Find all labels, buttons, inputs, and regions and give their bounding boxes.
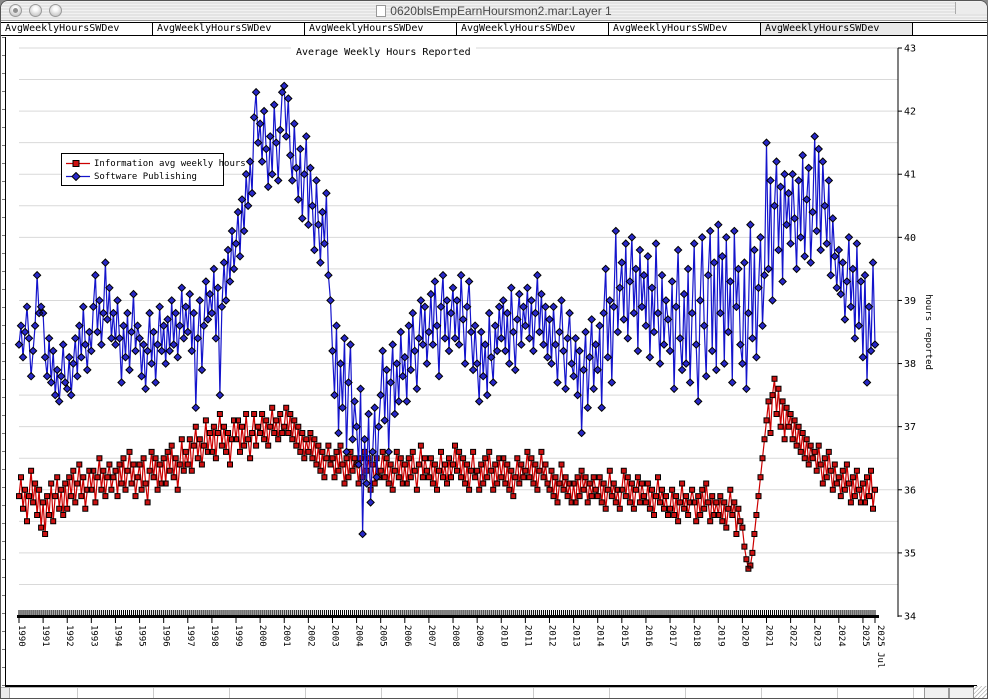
svg-text:2020: 2020 bbox=[739, 625, 749, 647]
svg-text:1993: 1993 bbox=[88, 625, 98, 647]
document-icon bbox=[376, 5, 387, 17]
svg-text:2000: 2000 bbox=[257, 625, 267, 647]
tab-avgweeklyhours-1[interactable]: AvgWeeklyHoursSWDev bbox=[1, 23, 153, 35]
svg-text:2014: 2014 bbox=[595, 625, 605, 647]
svg-text:2005: 2005 bbox=[378, 625, 388, 647]
window-title-text: 0620blsEmpEarnHoursmon2.mar:Layer 1 bbox=[390, 4, 612, 18]
window-resize-grip[interactable] bbox=[974, 686, 987, 698]
svg-text:1991: 1991 bbox=[40, 625, 50, 647]
page-bottom-border bbox=[5, 685, 977, 687]
y-axis-label: hours reported bbox=[923, 294, 933, 370]
tab-bar: AvgWeeklyHoursSWDev AvgWeeklyHoursSWDev … bbox=[1, 22, 987, 36]
series-markers-1 bbox=[14, 81, 880, 539]
left-ruler-ticks bbox=[2, 37, 5, 686]
window-controls bbox=[9, 4, 62, 17]
tab-avgweeklyhours-2[interactable]: AvgWeeklyHoursSWDev bbox=[153, 23, 305, 35]
tab-bar-filler bbox=[913, 23, 987, 35]
svg-text:2010: 2010 bbox=[498, 625, 508, 647]
legend-label-software: Software Publishing bbox=[94, 171, 197, 182]
minimize-button[interactable] bbox=[29, 4, 42, 17]
scrollbar-left-box[interactable] bbox=[1, 688, 10, 698]
svg-text:1992: 1992 bbox=[64, 625, 74, 647]
svg-text:2008: 2008 bbox=[450, 625, 460, 647]
svg-text:2018: 2018 bbox=[691, 625, 701, 647]
chart-title: Average Weekly Hours Reported bbox=[291, 47, 476, 59]
chart-legend[interactable]: Information avg weekly hours Software Pu… bbox=[61, 153, 246, 186]
window-title: 0620blsEmpEarnHoursmon2.mar:Layer 1 bbox=[1, 3, 987, 19]
svg-text:2001: 2001 bbox=[281, 625, 291, 647]
scroll-right-button[interactable] bbox=[949, 687, 974, 698]
svg-text:1999: 1999 bbox=[233, 625, 243, 647]
title-bar[interactable]: 0620blsEmpEarnHoursmon2.mar:Layer 1 bbox=[1, 1, 987, 21]
legend-marker-red-square bbox=[66, 159, 90, 168]
svg-text:2006: 2006 bbox=[402, 625, 412, 647]
svg-text:42: 42 bbox=[904, 107, 916, 118]
svg-text:2015: 2015 bbox=[619, 625, 629, 647]
svg-text:2013: 2013 bbox=[571, 625, 581, 647]
svg-text:2007: 2007 bbox=[426, 625, 436, 647]
legend-item-software: Software Publishing bbox=[66, 170, 219, 183]
svg-text:1998: 1998 bbox=[209, 625, 219, 647]
horizontal-scrollbar-track[interactable] bbox=[1, 687, 987, 698]
svg-text:35: 35 bbox=[904, 548, 916, 559]
svg-text:1997: 1997 bbox=[185, 625, 195, 647]
svg-text:2025: 2025 bbox=[860, 625, 870, 647]
tab-avgweeklyhours-3[interactable]: AvgWeeklyHoursSWDev bbox=[305, 23, 457, 35]
tab-bar-end-box bbox=[955, 2, 987, 14]
page-left-border bbox=[5, 37, 6, 686]
zoom-button[interactable] bbox=[49, 4, 62, 17]
svg-text:38: 38 bbox=[904, 359, 916, 370]
svg-text:1990: 1990 bbox=[16, 625, 26, 647]
svg-text:2025 Jul: 2025 Jul bbox=[875, 625, 885, 668]
tab-avgweeklyhours-4[interactable]: AvgWeeklyHoursSWDev bbox=[457, 23, 609, 35]
series-markers-0 bbox=[16, 375, 878, 572]
svg-text:2019: 2019 bbox=[715, 625, 725, 647]
svg-text:41: 41 bbox=[904, 170, 916, 181]
svg-text:2003: 2003 bbox=[329, 625, 339, 647]
svg-text:2009: 2009 bbox=[474, 625, 484, 647]
x-axis-line bbox=[17, 615, 879, 618]
svg-text:2016: 2016 bbox=[643, 625, 653, 647]
svg-text:36: 36 bbox=[904, 485, 916, 496]
svg-text:40: 40 bbox=[904, 233, 916, 244]
svg-text:37: 37 bbox=[904, 422, 916, 433]
tab-avgweeklyhours-6[interactable]: AvgWeeklyHoursSWDev bbox=[761, 23, 913, 35]
svg-text:43: 43 bbox=[904, 44, 916, 55]
svg-text:2004: 2004 bbox=[354, 625, 364, 647]
svg-text:39: 39 bbox=[904, 296, 916, 307]
svg-text:2011: 2011 bbox=[522, 625, 532, 647]
svg-text:2017: 2017 bbox=[667, 625, 677, 647]
svg-text:2022: 2022 bbox=[788, 625, 798, 647]
svg-text:34: 34 bbox=[904, 612, 916, 623]
svg-text:1994: 1994 bbox=[112, 625, 122, 647]
tab-avgweeklyhours-5[interactable]: AvgWeeklyHoursSWDev bbox=[609, 23, 761, 35]
svg-text:1995: 1995 bbox=[137, 625, 147, 647]
legend-label-information: Information avg weekly hours bbox=[94, 158, 246, 169]
legend-item-information: Information avg weekly hours bbox=[66, 157, 246, 170]
svg-text:2012: 2012 bbox=[546, 625, 556, 647]
svg-text:2023: 2023 bbox=[812, 625, 822, 647]
close-button[interactable] bbox=[9, 4, 22, 17]
scroll-left-button[interactable] bbox=[924, 687, 949, 698]
svg-text:2021: 2021 bbox=[763, 625, 773, 647]
svg-text:2024: 2024 bbox=[836, 625, 846, 647]
series-line-0 bbox=[18, 378, 876, 571]
svg-text:1996: 1996 bbox=[161, 625, 171, 647]
legend-marker-blue-diamond bbox=[66, 171, 90, 182]
svg-text:2002: 2002 bbox=[305, 625, 315, 647]
